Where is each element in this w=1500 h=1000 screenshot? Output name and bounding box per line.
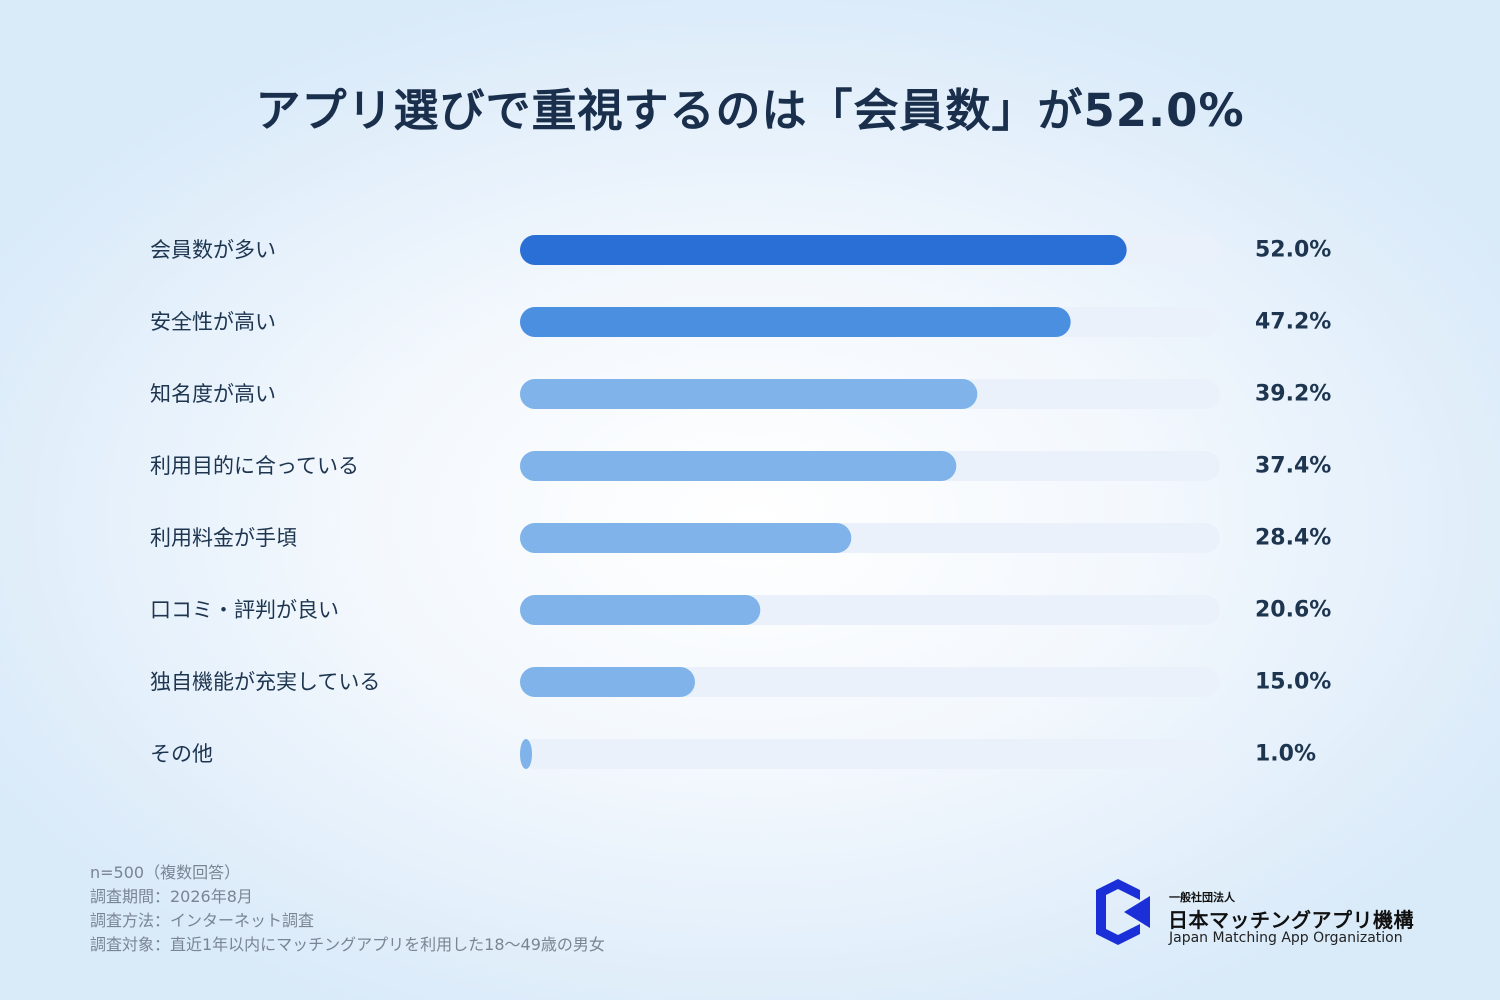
- category-label: 会員数が多い: [150, 238, 276, 262]
- category-label: 利用目的に合っている: [150, 454, 359, 478]
- value-label: 28.4%: [1255, 526, 1331, 551]
- value-label: 1.0%: [1255, 742, 1316, 767]
- category-label: その他: [150, 742, 213, 766]
- bar: [520, 523, 852, 553]
- bar: [520, 667, 695, 697]
- value-label: 52.0%: [1255, 238, 1331, 263]
- bar: [520, 451, 957, 481]
- value-label: 39.2%: [1255, 382, 1331, 407]
- category-label: 利用料金が手頃: [150, 526, 297, 550]
- category-label: 知名度が高い: [150, 382, 276, 406]
- logo-org-type: 一般社団法人: [1169, 891, 1235, 904]
- bar-row: 独自機能が充実している 15.0%: [150, 667, 1331, 697]
- category-label: 口コミ・評判が良い: [150, 598, 339, 622]
- footnote-method: 調査方法：インターネット調査: [90, 911, 315, 930]
- bar: [520, 739, 532, 769]
- footnotes: n=500（複数回答） 調査期間：2026年8月 調査方法：インターネット調査 …: [90, 861, 605, 957]
- bar-row: 口コミ・評判が良い 20.6%: [150, 595, 1331, 625]
- logo-org-name: 日本マッチングアプリ機構: [1168, 908, 1414, 932]
- footnote-target: 調査対象：直近1年以内にマッチングアプリを利用した18〜49歳の男女: [90, 935, 605, 954]
- value-label: 47.2%: [1255, 310, 1331, 335]
- footnote-sample: n=500（複数回答）: [90, 863, 241, 882]
- bar: [520, 379, 978, 409]
- bar-row: その他 1.0%: [150, 739, 1316, 769]
- logo-org-english: Japan Matching App Organization: [1169, 930, 1403, 946]
- value-label: 15.0%: [1255, 670, 1331, 695]
- bar-row: 知名度が高い 39.2%: [150, 379, 1331, 409]
- chart-title: アプリ選びで重視するのは「会員数」が52.0%: [255, 84, 1245, 137]
- bar-row: 利用料金が手頃 28.4%: [150, 523, 1331, 553]
- bar: [520, 307, 1071, 337]
- category-label: 独自機能が充実している: [150, 670, 380, 694]
- bar-chart: 会員数が多い 52.0% 安全性が高い 47.2% 知名度が高い 39.2% 利用目的に合っ…: [150, 235, 1331, 769]
- bar: [520, 235, 1127, 265]
- category-label: 安全性が高い: [150, 310, 276, 334]
- value-label: 20.6%: [1255, 598, 1331, 623]
- bar-row: 利用目的に合っている 37.4%: [150, 451, 1331, 481]
- organization-logo: 一般社団法人 日本マッチングアプリ機構 Japan Matching App O…: [1094, 878, 1424, 948]
- footnote-period: 調査期間：2026年8月: [90, 887, 253, 906]
- bar-row: 安全性が高い 47.2%: [150, 307, 1331, 337]
- bar-track: [520, 667, 1220, 697]
- value-label: 37.4%: [1255, 454, 1331, 479]
- logo-mark-icon: [1096, 879, 1150, 945]
- bar-row: 会員数が多い 52.0%: [150, 235, 1331, 265]
- bar-track: [520, 739, 1220, 769]
- bar: [520, 595, 761, 625]
